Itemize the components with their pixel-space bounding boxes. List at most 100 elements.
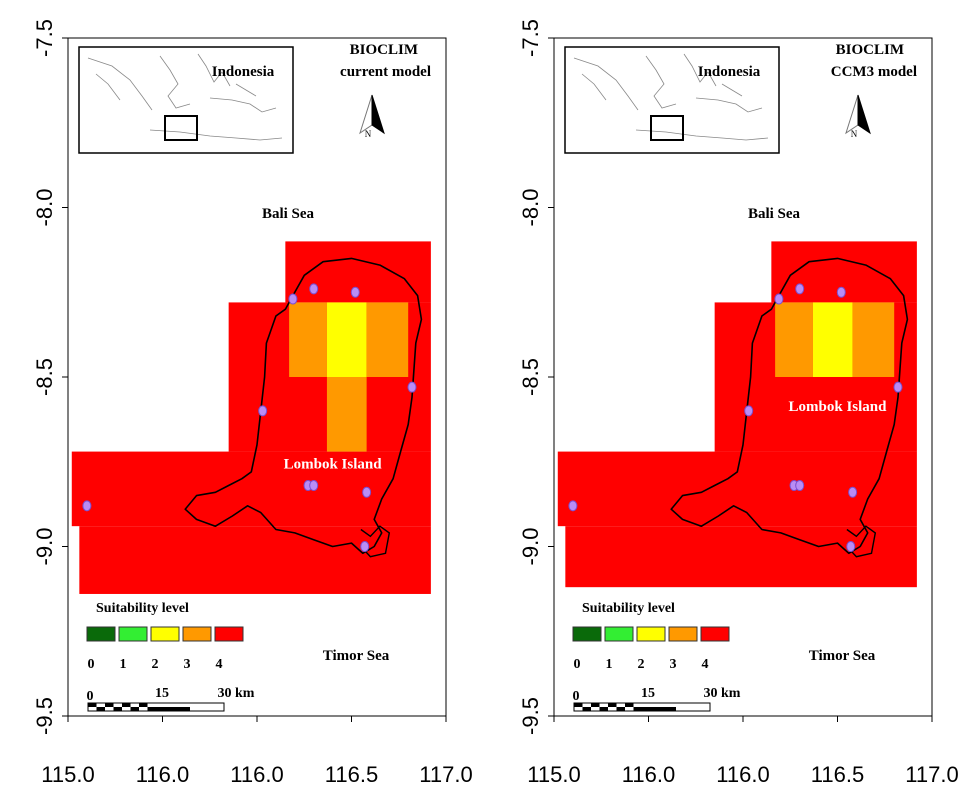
- suitability-cell-level-3: [775, 302, 813, 377]
- timor-sea-label: Timor Sea: [809, 648, 876, 664]
- legend-swatch: [668, 626, 698, 642]
- legend-level-label: 0: [574, 657, 581, 672]
- legend-level-label: 1: [120, 657, 127, 672]
- occurrence-points: [82, 283, 417, 552]
- legend-level-label: 4: [702, 657, 709, 672]
- scale-bar-segment: [574, 703, 583, 707]
- scale-bar-segment: [616, 707, 625, 711]
- occurrence-point: [774, 293, 784, 305]
- occurrence-point: [568, 500, 578, 512]
- y-tick-label: -9.0: [32, 528, 57, 566]
- y-tick-label: -7.5: [32, 19, 57, 57]
- legend-swatch: [572, 626, 602, 642]
- scale-bar-segment: [599, 707, 608, 711]
- inset-coastline: [721, 83, 743, 97]
- legend-level-label: 0: [88, 657, 95, 672]
- scale-bar-segment: [608, 703, 617, 707]
- inset-map: Indonesia: [78, 46, 294, 154]
- occurrence-point: [309, 283, 319, 295]
- x-tick-label: 116.5: [325, 762, 378, 787]
- suitability-cell-level-3: [289, 302, 327, 377]
- scale-label-30: 30 km: [704, 686, 741, 701]
- x-tick-label: 116.0: [716, 762, 769, 787]
- occurrence-point: [362, 486, 372, 498]
- occurrence-point: [795, 283, 805, 295]
- occurrence-point: [893, 381, 903, 393]
- occurrence-point: [744, 405, 754, 417]
- occurrence-point: [836, 286, 846, 298]
- inset-map: Indonesia: [564, 46, 780, 154]
- island-outline: [184, 257, 423, 555]
- north-arrow-icon: N: [845, 94, 871, 139]
- x-tick-label: 117.0: [905, 762, 958, 787]
- x-axis: 115.0 116.0 116.0 116.5 117.0: [41, 716, 473, 787]
- model-title-line2: current model: [340, 64, 431, 80]
- model-title-line1: BIOCLIM: [836, 42, 904, 58]
- y-tick-label: -9.5: [518, 697, 543, 735]
- north-label: N: [851, 129, 858, 139]
- island-label: Lombok Island: [789, 399, 888, 415]
- inset-coastline: [209, 97, 277, 113]
- inset-coastline: [683, 53, 717, 87]
- suitability-cell-level-2: [812, 302, 853, 377]
- legend-title: Suitability level: [582, 601, 675, 616]
- scale-label-0: 0: [87, 689, 94, 704]
- peninsula-outline: [846, 525, 877, 558]
- scale-bar-segment: [88, 703, 97, 707]
- suitability-cell-level-3: [366, 302, 409, 377]
- legend-swatch: [214, 626, 244, 642]
- occurrence-point: [350, 286, 360, 298]
- legend-level-label: 3: [184, 657, 191, 672]
- island-label: Lombok Island: [284, 457, 383, 473]
- inset-frame: [564, 46, 780, 154]
- inset-coastline: [95, 73, 121, 101]
- suitability-legend: Suitability level 0 1 2 3 4: [572, 601, 730, 672]
- x-tick-label: 116.0: [136, 762, 189, 787]
- scale-bar-segment: [642, 707, 676, 711]
- scale-label-0: 0: [573, 689, 580, 704]
- bali-sea-label: Bali Sea: [262, 206, 315, 222]
- y-axis: -7.5 -8.0 -8.5 -9.0 -9.5: [32, 19, 68, 735]
- scale-bar-segment: [96, 707, 105, 711]
- x-axis: 115.0 116.0 116.0 116.5 117.0: [527, 716, 959, 787]
- occurrence-point: [82, 500, 92, 512]
- suitability-cell-level-3: [852, 302, 895, 377]
- scale-bar-segment: [591, 703, 600, 707]
- map-root: Lombok Island Bali Sea Timor Sea BIOCLIM CCM…: [518, 19, 959, 787]
- model-title-line1: BIOCLIM: [350, 42, 418, 58]
- inset-coastline: [581, 73, 607, 101]
- inset-coastline: [159, 55, 191, 109]
- x-tick-label: 115.0: [527, 762, 580, 787]
- scale-bar: 0 15 30 km: [573, 686, 741, 712]
- model-title-line2: CCM3 model: [831, 64, 917, 80]
- occurrence-point: [795, 479, 805, 491]
- x-tick-label: 116.0: [622, 762, 675, 787]
- scale-label-15: 15: [155, 686, 169, 701]
- y-tick-label: -8.0: [518, 189, 543, 227]
- inset-coastline: [635, 129, 769, 141]
- y-tick-label: -8.0: [32, 189, 57, 227]
- occurrence-point: [846, 541, 856, 552]
- scale-bar-segment: [105, 703, 114, 707]
- y-tick-label: -9.5: [32, 697, 57, 735]
- north-arrow-icon: N: [359, 94, 385, 139]
- north-arrow-right-half: [371, 94, 385, 135]
- suitability-legend: Suitability level 0 1 2 3 4: [86, 601, 244, 672]
- occurrence-point: [360, 541, 370, 552]
- y-tick-label: -8.5: [518, 358, 543, 396]
- map-panel-current: Lombok Island Bali Sea Timor Sea BIOCLIM cur…: [0, 0, 485, 796]
- occurrence-point: [309, 479, 319, 491]
- legend-level-label: 4: [216, 657, 223, 672]
- scale-bar-segment: [582, 707, 591, 711]
- scale-bar-segment: [633, 707, 642, 711]
- legend-swatch: [182, 626, 212, 642]
- north-label: N: [365, 129, 372, 139]
- legend-level-label: 3: [670, 657, 677, 672]
- y-tick-label: -9.0: [518, 528, 543, 566]
- scale-label-15: 15: [641, 686, 655, 701]
- suitability-cell-level-4: [565, 526, 917, 588]
- x-tick-label: 116.0: [230, 762, 283, 787]
- inset-coastline: [695, 97, 763, 113]
- x-tick-label: 116.5: [811, 762, 864, 787]
- x-tick-label: 117.0: [419, 762, 472, 787]
